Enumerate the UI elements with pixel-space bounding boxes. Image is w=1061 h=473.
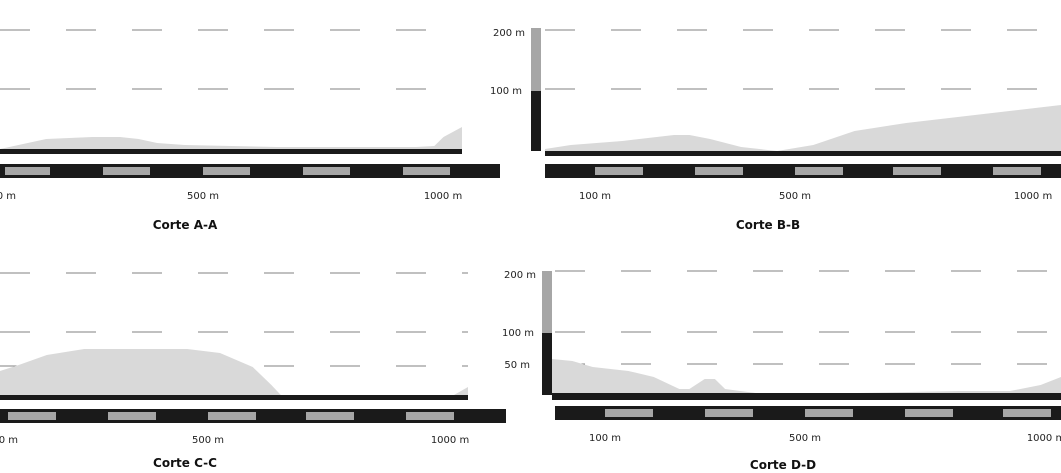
baseline-d <box>552 393 1061 400</box>
section-title-d: Corte D-D <box>750 458 816 472</box>
terrain-profile-a <box>0 127 462 149</box>
gridlines-b <box>545 29 1061 90</box>
distance-label-a-2: 1000 m <box>424 191 462 202</box>
terrain-profile-d <box>552 359 1061 393</box>
elevation-label-b-0: 200 m <box>493 28 525 39</box>
distance-label-b-1: 500 m <box>779 191 811 202</box>
scale-bar-d <box>555 406 1061 420</box>
scale-bar-a <box>0 164 500 178</box>
elevation-bar-d <box>542 271 552 395</box>
elevation-label-d-0: 200 m <box>504 270 536 281</box>
elevation-bar-b <box>531 28 541 151</box>
section-title-a: Corte A-A <box>153 218 218 232</box>
baseline-b <box>545 151 1061 156</box>
distance-label-d-1: 500 m <box>789 433 821 444</box>
baseline-c <box>0 395 468 400</box>
gridlines-a <box>0 29 462 90</box>
elevation-label-d-2: 50 m <box>504 360 530 371</box>
section-title-b: Corte B-B <box>736 218 800 232</box>
elevation-label-d-1: 100 m <box>502 328 534 339</box>
distance-label-d-2: 1000 m <box>1027 433 1061 444</box>
section-title-c: Corte C-C <box>153 456 217 470</box>
panel-c: 100 m 500 m 1000 m Corte C-C <box>0 272 506 470</box>
terrain-profile-b <box>545 105 1061 151</box>
distance-label-c-0: 100 m <box>0 435 18 446</box>
terrain-profile-c <box>0 349 468 395</box>
distance-label-d-0: 100 m <box>589 433 621 444</box>
scale-bar-c <box>0 409 506 423</box>
distance-label-c-1: 500 m <box>192 435 224 446</box>
panel-a: 100 m 500 m 1000 m Corte A-A <box>0 29 500 232</box>
distance-label-b-2: 1000 m <box>1014 191 1052 202</box>
gridlines-d <box>555 270 1061 365</box>
distance-label-a-1: 500 m <box>187 191 219 202</box>
panel-b: 200 m 100 m 100 m 500 m 1000 m Corte B-B <box>490 28 1061 232</box>
scale-bar-b <box>545 164 1061 178</box>
baseline-a <box>0 149 462 154</box>
elevation-label-b-1: 100 m <box>490 86 522 97</box>
distance-label-c-2: 1000 m <box>431 435 469 446</box>
distance-label-a-0: 100 m <box>0 191 16 202</box>
distance-label-b-0: 100 m <box>579 191 611 202</box>
panel-d: 200 m 100 m 50 m 100 m 500 m 1000 m Cort… <box>502 270 1061 472</box>
